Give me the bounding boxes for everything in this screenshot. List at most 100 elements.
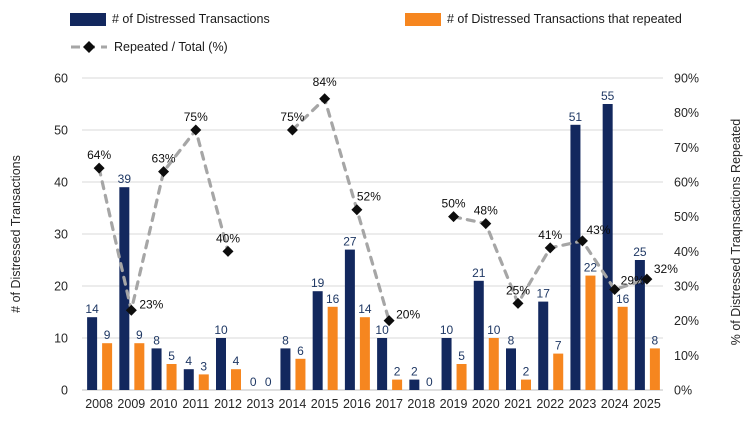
- bar-repeated: [327, 306, 338, 390]
- y-right-tick-label: 30%: [674, 280, 699, 294]
- bar-repeated: [521, 379, 531, 390]
- bar-repeated: [456, 364, 467, 390]
- bar-label-distressed: 10: [440, 323, 454, 337]
- x-tick-label: 2018: [407, 397, 435, 411]
- legend-swatch-orange-icon: [405, 12, 441, 26]
- y-left-tick-label: 0: [61, 384, 68, 398]
- pct-label: 25%: [506, 283, 530, 297]
- bar-label-distressed: 0: [250, 375, 257, 389]
- bar-label-distressed: 21: [472, 266, 486, 280]
- x-tick-label: 2017: [375, 397, 403, 411]
- pct-label: 84%: [313, 75, 337, 89]
- bar-label-repeated: 7: [555, 339, 562, 353]
- line-marker-diamond-icon: [351, 204, 363, 216]
- dashed-line-diamond-icon: [71, 41, 107, 53]
- bar-label-distressed: 27: [343, 235, 357, 249]
- bar-repeated: [585, 275, 596, 390]
- legend-item-ratio: Repeated / Total (%): [70, 40, 228, 54]
- x-tick-label: 2013: [246, 397, 274, 411]
- bar-label-distressed: 39: [118, 172, 132, 186]
- pct-label: 48%: [474, 204, 498, 218]
- pct-label: 23%: [139, 297, 163, 311]
- line-marker-diamond-icon: [222, 245, 234, 257]
- bar-label-distressed: 17: [537, 287, 551, 301]
- pct-label: 43%: [586, 223, 610, 237]
- ratio-line: [290, 95, 391, 323]
- line-marker-diamond-icon: [448, 211, 460, 223]
- line-marker-diamond-icon: [512, 297, 524, 309]
- x-tick-label: 2011: [182, 397, 209, 411]
- x-tick-label: 2012: [214, 397, 242, 411]
- bar-distressed: [119, 187, 130, 390]
- bar-label-repeated: 6: [297, 344, 304, 358]
- pct-label: 64%: [87, 148, 111, 162]
- line-marker-diamond-icon: [319, 93, 331, 105]
- bar-repeated: [295, 358, 306, 390]
- bar-label-distressed: 8: [508, 333, 515, 347]
- bar-label-repeated: 0: [265, 375, 272, 389]
- bar-label-distressed: 55: [601, 89, 615, 103]
- bar-label-distressed: 8: [153, 333, 160, 347]
- y-right-tick-label: 70%: [674, 141, 699, 155]
- bar-label-distressed: 10: [375, 323, 389, 337]
- bar-label-repeated: 14: [358, 302, 372, 316]
- bar-label-distressed: 25: [633, 245, 647, 259]
- bar-distressed: [216, 338, 226, 390]
- bar-label-distressed: 14: [85, 302, 99, 316]
- legend-label-repeated: # of Distressed Transactions that repeat…: [447, 12, 682, 26]
- y-right-tick-label: 60%: [674, 176, 699, 190]
- pct-label: 20%: [396, 308, 420, 322]
- x-tick-label: 2010: [150, 397, 178, 411]
- bar-label-repeated: 2: [523, 365, 530, 379]
- y-left-tick-label: 20: [54, 280, 68, 294]
- bar-distressed: [602, 104, 613, 390]
- bar-distressed: [538, 301, 549, 390]
- bar-label-distressed: 8: [282, 333, 289, 347]
- y-left-tick-label: 10: [54, 332, 68, 346]
- bar-label-distressed: 2: [411, 365, 418, 379]
- bar-distressed: [312, 291, 323, 390]
- bar-label-repeated: 5: [168, 349, 175, 363]
- bar-label-distressed: 10: [214, 323, 228, 337]
- line-marker-diamond-icon: [158, 166, 170, 178]
- bar-label-repeated: 4: [233, 354, 240, 368]
- bar-label-distressed: 4: [185, 354, 192, 368]
- pct-label: 75%: [184, 110, 208, 124]
- bar-label-repeated: 2: [394, 365, 401, 379]
- bar-label-repeated: 0: [426, 375, 433, 389]
- pct-label: 63%: [152, 152, 176, 166]
- line-marker-diamond-icon: [609, 283, 621, 295]
- y-right-tick-label: 50%: [674, 210, 699, 224]
- y-right-tick-label: 0%: [674, 384, 692, 398]
- bar-label-repeated: 22: [584, 261, 598, 275]
- line-marker-diamond-icon: [544, 242, 556, 254]
- x-tick-label: 2025: [633, 397, 661, 411]
- bar-label-repeated: 16: [616, 292, 630, 306]
- bar-repeated: [553, 353, 564, 390]
- y-left-tick-label: 50: [54, 124, 68, 138]
- x-tick-label: 2008: [85, 397, 113, 411]
- y-left-tick-label: 40: [54, 176, 68, 190]
- line-marker-diamond-icon: [576, 235, 588, 247]
- pct-label: 32%: [654, 262, 678, 276]
- legend-item-repeated: # of Distressed Transactions that repeat…: [405, 12, 682, 26]
- y-right-tick-label: 20%: [674, 314, 699, 328]
- pct-label: 75%: [280, 110, 304, 124]
- legend-item-distressed: # of Distressed Transactions: [70, 12, 270, 26]
- bar-distressed: [344, 249, 355, 390]
- y-right-tick-label: 40%: [674, 245, 699, 259]
- x-tick-label: 2014: [279, 397, 307, 411]
- bar-distressed: [409, 379, 420, 390]
- bar-distressed: [151, 348, 162, 390]
- pct-label: 50%: [442, 197, 466, 211]
- bar-repeated: [617, 306, 628, 390]
- pct-label: 29%: [621, 273, 645, 287]
- x-tick-label: 2016: [343, 397, 371, 411]
- y-left-tick-label: 30: [54, 228, 68, 242]
- bar-repeated: [166, 364, 177, 390]
- bar-repeated: [134, 343, 145, 390]
- line-marker-diamond-icon: [93, 162, 105, 174]
- line-marker-diamond-icon: [480, 218, 492, 230]
